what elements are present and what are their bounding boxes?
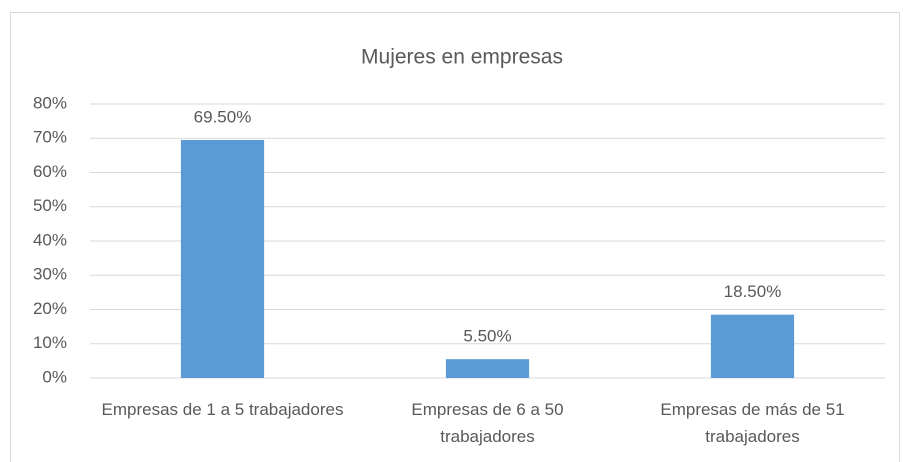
y-tick-label: 70%: [33, 128, 67, 147]
x-tick-label: Empresas de más de 51 trabajadores: [660, 400, 845, 446]
x-tick-label: Empresas de 6 a 50 trabajadores: [411, 400, 564, 446]
y-tick-label: 50%: [33, 196, 67, 215]
bar: [710, 314, 795, 378]
x-tick-label: Empresas de 1 a 5 trabajadores: [101, 400, 344, 419]
y-tick-label: 60%: [33, 162, 67, 181]
y-tick-label: 20%: [33, 299, 67, 318]
y-tick-label: 40%: [33, 230, 67, 249]
chart-title: Mujeres en empresas: [361, 46, 563, 69]
chart-border: [10, 12, 900, 462]
data-label: 18.50%: [724, 282, 782, 301]
y-tick-label: 30%: [33, 265, 67, 284]
bar: [445, 359, 530, 378]
y-tick-label: 80%: [33, 93, 67, 112]
y-tick-label: 0%: [42, 367, 67, 386]
bar: [180, 139, 265, 378]
data-label: 69.50%: [194, 107, 252, 126]
data-label: 5.50%: [463, 327, 511, 346]
y-tick-label: 10%: [33, 333, 67, 352]
